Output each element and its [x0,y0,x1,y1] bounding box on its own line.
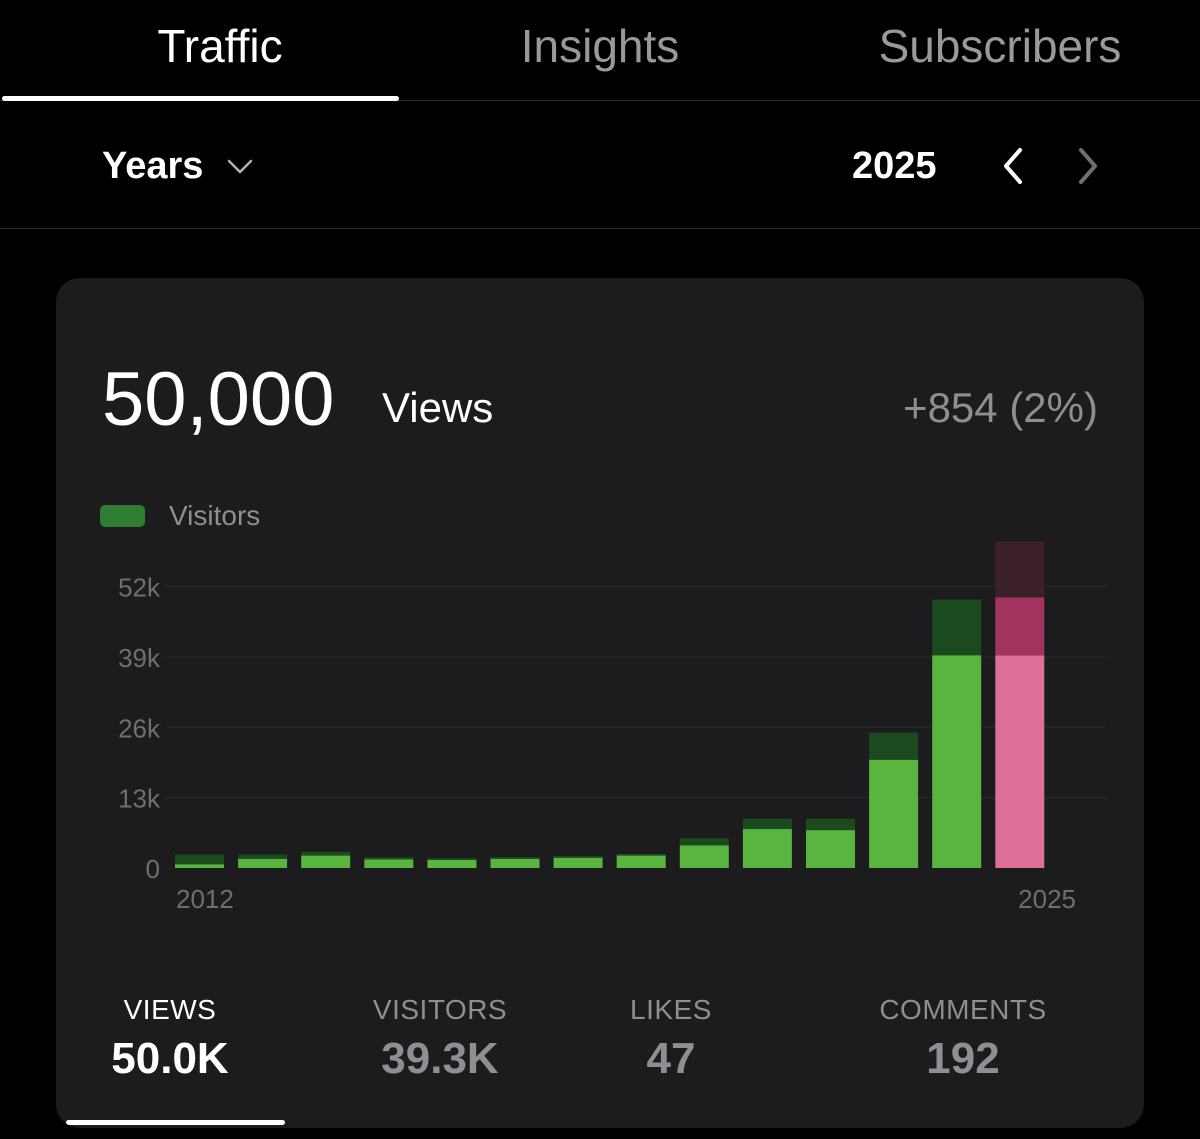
bar-2025-segment-2 [995,541,1045,598]
bar-2020-segment-1 [679,838,729,846]
year-label: 2025 [852,145,937,187]
legend-swatch [100,505,145,527]
bar-2016-segment-0 [427,859,477,868]
stat-label: VISITORS [372,994,508,1025]
period-label: Years [102,144,204,187]
active-tab-indicator [2,96,399,101]
tab-bar: Traffic Insights Subscribers [0,0,1200,101]
bar-2012-segment-0 [175,864,224,868]
bar-2023-segment-0 [869,759,919,868]
bar-2013-segment-1 [238,854,288,859]
bar-2015-segment-0 [364,859,414,868]
bar-2019-segment-0 [616,855,666,868]
y-tick-label: 13k [118,784,161,814]
views-change: +854 (2%) [903,384,1098,431]
y-tick-label: 52k [118,573,161,603]
stat-label: VIEWS [123,994,217,1025]
bar-2024-segment-0 [932,655,982,868]
legend-label: Visitors [169,500,261,531]
stat-value: 192 [926,1034,1000,1083]
bar-2018-segment-1 [553,856,603,858]
bar-2022-segment-0 [806,830,855,868]
bar-2025-segment-0 [995,655,1045,868]
chevron-left-icon [1004,148,1022,184]
chevron-down-icon [228,159,253,174]
period-dropdown[interactable]: Years [102,141,255,191]
bar-2021-segment-1 [742,818,792,830]
stat-value: 47 [646,1034,696,1083]
previous-period-button[interactable] [993,145,1033,187]
bar-2022-segment-1 [806,818,855,831]
bar-2024-segment-1 [932,599,982,656]
bar-2020-segment-0 [679,845,729,868]
stat-views[interactable]: VIEWS 50.0K [86,990,254,1088]
stat-comments[interactable]: COMMENTS 192 [856,990,1070,1088]
bar-2017-segment-0 [490,858,540,868]
bar-2025-segment-1 [995,597,1045,656]
x-tick-label: 2012 [176,884,234,914]
total-views-unit: Views [382,384,494,431]
bar-2013-segment-0 [238,858,288,868]
stats-row: VIEWS 50.0K VISITORS 39.3K LIKES 47 COMM… [56,990,1144,1110]
total-views-value: 50,000 [102,357,335,442]
bar-2014-segment-1 [301,851,351,856]
stat-likes[interactable]: LIKES 47 [596,990,746,1088]
stat-value: 39.3K [381,1034,499,1083]
y-tick-label: 39k [118,643,161,673]
traffic-card: 50,000 Views +854 (2%) Visitors 0 13k 26k 3… [56,278,1144,1128]
stat-label: LIKES [630,994,712,1025]
stat-value: 50.0K [111,1034,229,1083]
tab-traffic[interactable]: Traffic [157,20,283,72]
chart-legend: Visitors [100,500,260,532]
x-tick-label: 2025 [1018,884,1076,914]
chevron-right-icon [1079,148,1097,184]
bar-2019-segment-1 [616,853,666,856]
views-bar-chart: 0 13k 26k 39k 52k 2012 2025 [118,541,1106,914]
bar-2012-segment-1 [175,854,224,865]
stat-visitors[interactable]: VISITORS 39.3K [356,990,524,1088]
bar-2023-segment-1 [869,732,919,760]
bar-2021-segment-0 [742,829,792,868]
bar-2017-segment-1 [490,857,540,859]
tab-subscribers[interactable]: Subscribers [878,20,1122,72]
active-stat-indicator [66,1120,285,1125]
next-period-button[interactable] [1068,145,1108,187]
bar-2014-segment-0 [301,855,351,868]
bar-2018-segment-0 [553,857,603,868]
period-bar: Years 2025 [0,101,1200,229]
y-tick-label: 26k [118,713,161,743]
stat-label: COMMENTS [879,994,1047,1025]
tab-insights[interactable]: Insights [520,20,680,72]
bar-2015-segment-1 [364,857,414,860]
bar-2016-segment-1 [427,858,477,860]
y-tick-label: 0 [146,854,160,884]
